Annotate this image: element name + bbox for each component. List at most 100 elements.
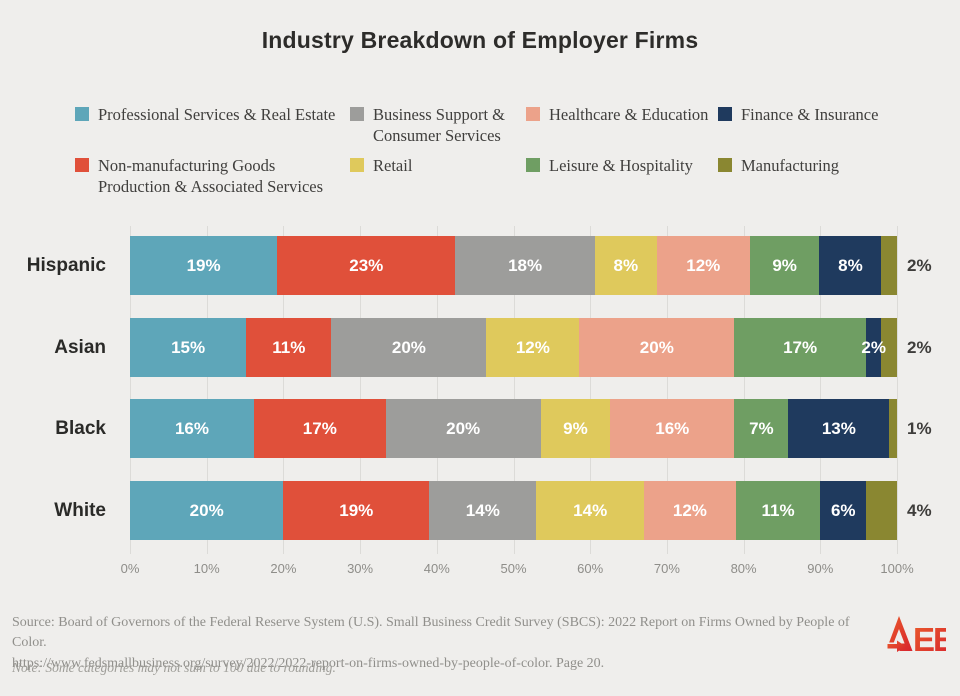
- bar-segment: 12%: [486, 318, 580, 377]
- bar-segment-label: 19%: [339, 500, 374, 520]
- aee-logo: EE: [886, 616, 946, 654]
- legend-item: Business Support & Consumer Services: [350, 104, 522, 147]
- bar-segment: [889, 399, 897, 458]
- bar-segment: 11%: [246, 318, 332, 377]
- bar-segment: 20%: [331, 318, 487, 377]
- bar-segment: 16%: [130, 399, 254, 458]
- bar-segment-label: 14%: [573, 500, 608, 520]
- bar-segment-label: 20%: [189, 500, 224, 520]
- x-axis-tick-label: 40%: [423, 561, 450, 576]
- aee-logo-a-mark: [886, 616, 913, 653]
- category-label: Asian: [54, 337, 106, 358]
- gridline: [820, 226, 822, 554]
- bar-segment-label: 17%: [302, 418, 337, 438]
- bar-segment-label: 2%: [861, 337, 886, 357]
- legend-label: Business Support & Consumer Services: [373, 105, 506, 146]
- bar-segment-label: 19%: [186, 255, 221, 275]
- legend-swatch-icon: [75, 158, 89, 172]
- gridline: [283, 226, 285, 554]
- bar-segment-label: 23%: [349, 255, 384, 275]
- stacked-bar: 20% 19% 14% 14% 12% 11% 6%: [130, 481, 897, 540]
- bar-segment: 8%: [819, 236, 882, 295]
- legend-label: Leisure & Hospitality: [549, 156, 693, 175]
- bar-segment: 12%: [643, 481, 736, 540]
- bar-segment-label: 12%: [672, 500, 707, 520]
- bar-segment: 13%: [788, 399, 890, 458]
- gridline: [897, 226, 898, 554]
- gridline: [206, 226, 208, 554]
- source-line-1: Source: Board of Governors of the Federa…: [12, 615, 850, 651]
- x-axis-tick-label: 60%: [577, 561, 604, 576]
- bar-segment-label-outside: 1%: [907, 419, 932, 438]
- bar-segment: 14%: [429, 481, 537, 540]
- legend-swatch-icon: [350, 107, 364, 121]
- bar-segment-label: 20%: [391, 337, 426, 357]
- source-line-2: https://www.fedsmallbusiness.org/survey/…: [12, 655, 605, 671]
- bar-segment: 20%: [130, 481, 284, 540]
- bar-segment-label: 9%: [772, 255, 797, 275]
- bar-segment: 8%: [594, 236, 657, 295]
- x-axis-tick-label: 70%: [653, 561, 680, 576]
- bar-segment-label: 15%: [171, 337, 206, 357]
- category-label: White: [54, 500, 106, 521]
- source-citation: Source: Board of Governors of the Federa…: [12, 613, 880, 674]
- bar-segment: 19%: [283, 481, 430, 540]
- legend-item: Professional Services & Real Estate: [75, 104, 337, 125]
- bar-segment: 17%: [734, 318, 866, 377]
- x-axis-tick-label: 90%: [807, 561, 834, 576]
- legend-swatch-icon: [718, 107, 732, 121]
- bar-segment: 20%: [579, 318, 735, 377]
- legend-label: Non-manufacturing Goods Production & Ass…: [98, 156, 324, 197]
- bar-segment-label: 12%: [515, 337, 550, 357]
- x-axis-tick-label: 30%: [347, 561, 374, 576]
- bar-segment-label: 7%: [749, 418, 774, 438]
- bar-segment-label: 9%: [563, 418, 588, 438]
- stacked-bar: 15% 11% 20% 12% 20% 17% 2%: [130, 318, 897, 377]
- stacked-bar: 16% 17% 20% 9% 16% 7% 13%: [130, 399, 897, 458]
- bar-segment: 15%: [130, 318, 247, 377]
- bar-segment-label: 11%: [761, 500, 795, 520]
- bar-segment: 16%: [610, 399, 735, 458]
- bar-segment: [881, 236, 897, 295]
- bar-segment-label: 11%: [272, 337, 306, 357]
- bar-segment-label: 18%: [508, 255, 543, 275]
- legend-label: Professional Services & Real Estate: [98, 105, 336, 124]
- bar-segment-label: 14%: [465, 500, 500, 520]
- legend-label: Manufacturing: [741, 156, 840, 175]
- bar-segment: 20%: [385, 399, 541, 458]
- x-axis-tick-label: 10%: [193, 561, 220, 576]
- bar-segment: 2%: [861, 318, 886, 377]
- bar-segment: 11%: [735, 481, 821, 540]
- legend-item: Non-manufacturing Goods Production & Ass…: [75, 155, 337, 198]
- gridline: [436, 226, 438, 554]
- legend-item: Manufacturing: [718, 155, 923, 176]
- category-label: Hispanic: [26, 255, 106, 276]
- bar-segment-label: 16%: [655, 418, 690, 438]
- bar-segment-label: 16%: [174, 418, 209, 438]
- category-label: Black: [55, 418, 106, 439]
- x-axis-tick-label: 80%: [730, 561, 757, 576]
- bar-segment: [866, 481, 897, 540]
- gridline: [590, 226, 592, 554]
- bar-segment-label: 17%: [783, 337, 818, 357]
- bar-segment: 9%: [540, 399, 611, 458]
- bar-segment: 7%: [734, 399, 789, 458]
- legend-swatch-icon: [526, 158, 540, 172]
- bar-segment: 17%: [253, 399, 386, 458]
- bar-segment: 6%: [820, 481, 867, 540]
- legend-swatch-icon: [526, 107, 540, 121]
- bar-segment-label: 12%: [686, 255, 721, 275]
- footnote: Note: Some categories may not sum to 100…: [12, 660, 336, 675]
- chart-title: Industry Breakdown of Employer Firms: [261, 27, 699, 53]
- legend-item: Retail: [350, 155, 522, 176]
- bar-segment-label-outside: 2%: [907, 256, 932, 275]
- gridline: [666, 226, 668, 554]
- legend-swatch-icon: [718, 158, 732, 172]
- bar-segment-label: 20%: [446, 418, 481, 438]
- bar-segment-label-outside: 4%: [907, 501, 932, 520]
- bar-segment-label-outside: 2%: [907, 338, 932, 357]
- legend-label: Healthcare & Education: [549, 105, 709, 124]
- legend-swatch-icon: [350, 158, 364, 172]
- legend-swatch-icon: [75, 107, 89, 121]
- x-axis-tick-label: 0%: [120, 561, 140, 576]
